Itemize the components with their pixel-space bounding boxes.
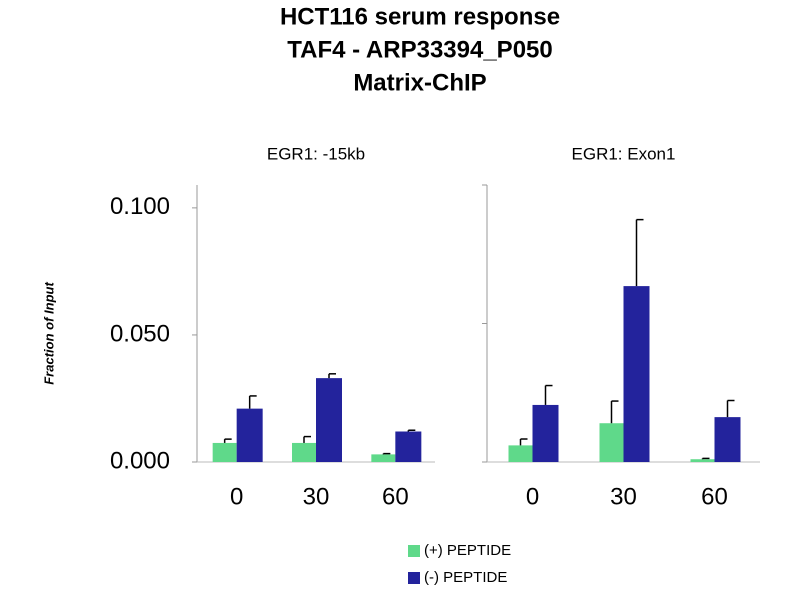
chart-title: TAF4 - ARP33394_P050 bbox=[287, 36, 552, 63]
x-tick-label: 30 bbox=[610, 483, 637, 510]
y-tick-label: 0.100 bbox=[110, 193, 170, 220]
error-bar bbox=[328, 373, 336, 379]
error-bar bbox=[635, 218, 644, 287]
bar bbox=[395, 431, 422, 462]
y-axis-label: Fraction of Input bbox=[41, 282, 56, 385]
bar bbox=[714, 417, 741, 462]
panel-title: EGR1: Exon1 bbox=[572, 144, 676, 163]
y-tick-label: 0.050 bbox=[110, 320, 170, 347]
x-tick-label: 60 bbox=[382, 483, 409, 510]
x-tick-label: 0 bbox=[230, 483, 243, 510]
bar bbox=[599, 423, 624, 462]
error-bar bbox=[701, 457, 710, 460]
bar bbox=[508, 445, 533, 462]
x-tick-label: 30 bbox=[303, 483, 330, 510]
bar bbox=[212, 442, 237, 462]
bar bbox=[371, 454, 396, 462]
chart-title: HCT116 serum response bbox=[280, 3, 560, 30]
x-tick-label: 0 bbox=[526, 483, 539, 510]
x-tick-label: 60 bbox=[701, 483, 728, 510]
bar bbox=[316, 378, 342, 462]
legend-swatch bbox=[408, 545, 420, 557]
error-bar bbox=[610, 400, 619, 424]
bar bbox=[292, 442, 316, 462]
legend-swatch bbox=[408, 572, 420, 584]
legend-label: (-) PEPTIDE bbox=[424, 569, 507, 586]
error-bar bbox=[248, 395, 257, 409]
error-bar bbox=[544, 384, 553, 405]
y-tick-label: 0.000 bbox=[110, 447, 170, 474]
legend-label: (+) PEPTIDE bbox=[424, 542, 511, 559]
chart-title: Matrix-ChIP bbox=[353, 69, 486, 96]
bar bbox=[532, 404, 559, 462]
error-bar bbox=[519, 438, 528, 446]
error-bar bbox=[726, 399, 735, 418]
error-bar bbox=[303, 435, 311, 443]
error-bar bbox=[223, 438, 232, 443]
bar bbox=[236, 408, 263, 462]
error-bar bbox=[382, 452, 391, 455]
bar bbox=[623, 286, 650, 462]
panel-title: EGR1: -15kb bbox=[267, 144, 365, 163]
bar bbox=[690, 459, 715, 462]
error-bar bbox=[407, 429, 416, 432]
